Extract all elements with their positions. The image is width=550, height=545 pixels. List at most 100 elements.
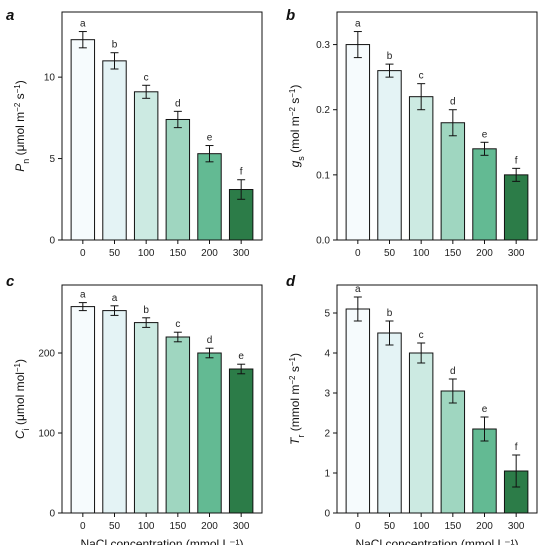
bar — [102, 310, 127, 514]
bar — [70, 306, 96, 514]
y-tick-label: 0.0 — [316, 236, 330, 247]
x-axis-title: NaCl concentration (mmol L⁻¹) — [80, 537, 243, 545]
y-tick-label: 4 — [324, 349, 330, 360]
x-tick-label: 300 — [508, 248, 525, 259]
y-tick-label: 200 — [38, 349, 55, 360]
x-tick-label: 0 — [355, 521, 361, 532]
significance-letter: f — [515, 442, 518, 453]
panel-letter: b — [286, 7, 295, 24]
y-unit-exp: −2 — [13, 102, 22, 112]
y-unit-mid: s — [13, 93, 27, 102]
bar — [377, 70, 402, 241]
panel-letter: a — [6, 7, 14, 24]
significance-letter: c — [419, 330, 424, 341]
x-tick-label: 150 — [169, 521, 186, 532]
bar — [345, 44, 371, 241]
bar — [197, 153, 222, 241]
y-unit-mid: s — [288, 366, 302, 375]
bar — [408, 96, 434, 241]
panel-letter: d — [286, 273, 296, 290]
y-unit-exp: −2 — [288, 107, 297, 117]
panel-d: d 0 1 2 3 4 5 a 0 b 50 c 100 d 150 e 200 f 300 NaCl concent… — [286, 273, 538, 545]
y-unit: (mmol m — [288, 385, 302, 435]
x-tick-label: 200 — [201, 248, 218, 259]
y-symbol-sub: n — [21, 159, 31, 164]
bar — [472, 148, 497, 241]
significance-letter: c — [175, 319, 180, 330]
y-tick-label: 2 — [324, 429, 330, 440]
bar — [228, 368, 254, 514]
significance-letter: b — [143, 305, 149, 316]
x-tick-label: 150 — [444, 248, 461, 259]
bar — [197, 352, 222, 514]
y-unit-exp: −1 — [288, 88, 297, 98]
x-tick-label: 50 — [384, 521, 396, 532]
y-unit-close: ) — [13, 359, 27, 363]
x-tick-label: 300 — [233, 248, 250, 259]
y-tick-label: 0.3 — [316, 40, 330, 51]
significance-letter: e — [482, 129, 488, 140]
x-tick-label: 200 — [201, 521, 218, 532]
y-unit: (μmol m — [13, 112, 27, 159]
y-symbol-sub: s — [296, 156, 306, 161]
significance-letter: b — [112, 40, 118, 51]
significance-letter: f — [515, 155, 518, 166]
bar — [165, 336, 191, 514]
y-tick-label: 3 — [324, 389, 330, 400]
panel-a: a 0 5 10 a 0 b 50 c 100 d 150 e 200 f 300 Pn (μmol m−2 s… — [6, 7, 263, 259]
y-axis-title: Pn (μmol m−2 s−1) — [13, 80, 32, 172]
bar — [345, 308, 371, 514]
bar — [377, 332, 402, 514]
significance-letter: a — [112, 293, 118, 304]
x-tick-label: 0 — [80, 521, 86, 532]
y-unit-exp: −1 — [13, 362, 22, 372]
bar — [165, 118, 191, 241]
significance-letter: e — [482, 404, 488, 415]
y-symbol-sub: i — [21, 428, 31, 430]
y-unit-exp: −1 — [13, 84, 22, 94]
y-tick-label: 1 — [324, 469, 330, 480]
x-axis-title: NaCl concentration (mmol L⁻¹) — [355, 537, 518, 545]
y-tick-label: 100 — [38, 429, 55, 440]
x-tick-label: 0 — [80, 248, 86, 259]
x-tick-label: 50 — [384, 248, 396, 259]
panel-letter: c — [6, 273, 15, 290]
significance-letter: d — [450, 366, 456, 377]
x-tick-label: 50 — [109, 521, 121, 532]
y-unit-close: ) — [288, 353, 302, 357]
bar — [133, 322, 159, 514]
significance-letter: a — [80, 290, 86, 301]
x-tick-label: 100 — [413, 248, 430, 259]
plot-frame — [61, 284, 263, 514]
y-axis-title: Ci (μmol mol−1) — [13, 359, 32, 439]
x-tick-label: 300 — [233, 521, 250, 532]
y-symbol: g — [288, 160, 302, 167]
significance-letter: d — [175, 98, 181, 109]
significance-letter: b — [387, 308, 393, 319]
bar — [440, 390, 466, 514]
bar — [440, 122, 466, 241]
y-unit-close: ) — [288, 85, 302, 89]
y-unit-close: ) — [13, 80, 27, 84]
x-tick-label: 200 — [476, 248, 493, 259]
significance-letter: d — [450, 97, 456, 108]
significance-letter: f — [240, 167, 243, 178]
significance-letter: c — [144, 72, 149, 83]
x-tick-label: 100 — [138, 248, 155, 259]
significance-letter: e — [207, 133, 213, 144]
y-symbol: C — [13, 430, 27, 439]
y-tick-label: 5 — [324, 309, 330, 320]
significance-letter: a — [355, 19, 361, 30]
y-unit-exp: −1 — [288, 356, 297, 366]
significance-letter: d — [207, 335, 213, 346]
significance-letter: a — [355, 284, 361, 295]
plot-frame — [336, 284, 538, 514]
y-tick-label: 0.2 — [316, 105, 330, 116]
x-tick-label: 50 — [109, 248, 121, 259]
bar — [133, 91, 159, 241]
significance-letter: a — [80, 19, 86, 30]
panel-c: c 0 100 200 a 0 a 50 b 100 c 150 d 200 e 300 NaCl concen… — [6, 273, 263, 545]
y-axis-title: Tr (mmol m−2 s−1) — [288, 353, 307, 445]
